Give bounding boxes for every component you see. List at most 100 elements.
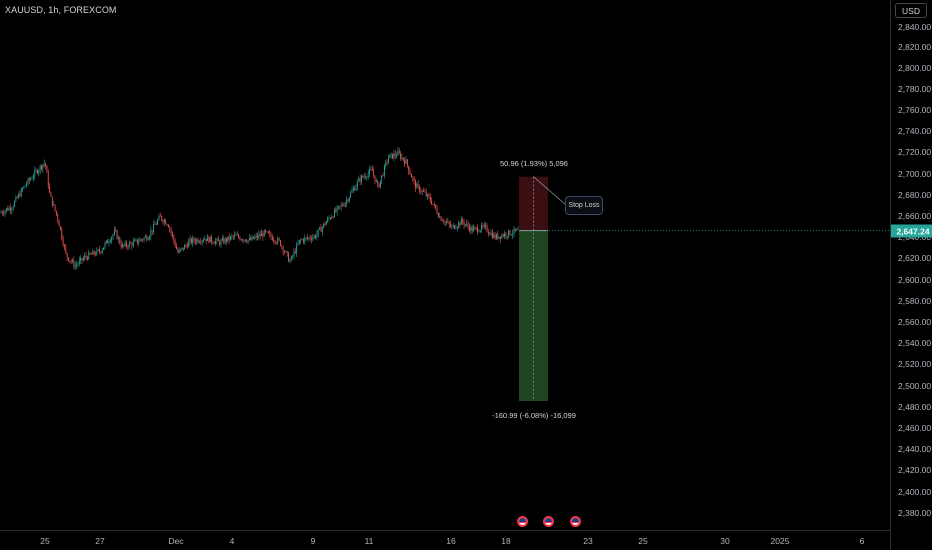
price-tick: 2,380.00 xyxy=(898,508,932,518)
candle-body xyxy=(142,239,144,241)
candle-body xyxy=(502,234,504,237)
candle-body xyxy=(282,246,284,252)
candle-body xyxy=(301,239,303,241)
candle-body xyxy=(262,233,264,237)
candle-body xyxy=(54,204,56,211)
candle-body xyxy=(340,204,342,207)
flag-event-icon[interactable] xyxy=(543,516,554,527)
candle-body xyxy=(269,233,271,234)
target-label: 50.96 (1.93%) 5,096 xyxy=(500,159,568,168)
candle-body xyxy=(366,177,368,179)
candle-body xyxy=(343,205,345,207)
candle-body xyxy=(439,216,441,218)
time-tick: 27 xyxy=(95,536,105,546)
candle-body xyxy=(82,258,84,261)
candle-body xyxy=(62,238,64,246)
candle-body xyxy=(53,204,55,206)
candle-body xyxy=(246,241,248,243)
candle-body xyxy=(150,230,152,237)
candle-body xyxy=(443,221,445,223)
candle-body xyxy=(383,165,385,176)
candle-body xyxy=(423,190,424,192)
time-tick: 4 xyxy=(229,536,235,546)
candle-body xyxy=(491,232,493,238)
candle-body xyxy=(113,230,115,235)
candle-body xyxy=(400,153,402,159)
candle-body xyxy=(224,238,226,243)
candle-body xyxy=(193,238,195,242)
candle-body xyxy=(344,202,346,206)
flag-event-icon[interactable] xyxy=(570,516,581,527)
chart-canvas[interactable]: XAUUSD, 1h, FOREXCOM 50.96 (1.93%) 5,096… xyxy=(0,0,890,530)
candle-body xyxy=(231,236,233,238)
candle-body xyxy=(190,238,192,243)
candle-body xyxy=(460,219,462,225)
candle-body xyxy=(501,234,503,239)
candle-body xyxy=(122,244,123,248)
candle-body xyxy=(97,249,99,251)
candle-body xyxy=(369,169,370,174)
candle-body xyxy=(450,224,451,227)
candle-body xyxy=(64,245,65,247)
symbol-title[interactable]: XAUUSD, 1h, FOREXCOM xyxy=(5,5,117,15)
currency-button[interactable]: USD xyxy=(895,3,927,18)
price-axis[interactable]: USD 2,840.00 2,820.00 2,800.00 2,780.00 … xyxy=(890,0,932,550)
candle-body xyxy=(482,225,484,227)
candle-body xyxy=(379,180,381,188)
time-axis[interactable]: 25 27 Dec 4 9 11 16 18 23 25 30 2025 6 xyxy=(0,530,890,550)
candle-body xyxy=(255,235,257,238)
candle-body xyxy=(89,252,91,255)
candle-body xyxy=(508,230,510,237)
candle-body xyxy=(421,190,423,192)
candle-body xyxy=(242,239,244,241)
candle-body xyxy=(10,207,11,211)
candle-body xyxy=(416,183,418,189)
candle-body xyxy=(307,237,308,239)
candle-body xyxy=(84,255,86,259)
stop-loss-callout[interactable]: Stop Loss xyxy=(565,196,603,215)
candle-body xyxy=(131,243,133,246)
candle-body xyxy=(458,222,460,227)
candle-body xyxy=(479,230,481,232)
candle-body xyxy=(513,228,515,234)
candle-body xyxy=(305,237,307,239)
price-tick: 2,400.00 xyxy=(898,487,932,497)
candle-body xyxy=(286,251,288,254)
time-tick: 9 xyxy=(310,536,316,546)
candle-body xyxy=(288,253,289,262)
candle-body xyxy=(408,165,410,172)
candle-body xyxy=(459,222,461,225)
candle-body xyxy=(409,171,411,175)
time-tick: 30 xyxy=(720,536,730,546)
candle-body xyxy=(382,175,384,177)
candle-body xyxy=(392,153,393,159)
candle-body xyxy=(201,240,203,243)
candle-body xyxy=(232,236,234,238)
candle-body xyxy=(397,150,399,156)
candle-body xyxy=(462,219,464,223)
candle-body xyxy=(500,236,501,239)
flag-event-icon[interactable] xyxy=(517,516,528,527)
candle-body xyxy=(157,220,159,225)
candle-body xyxy=(240,239,242,241)
candle-body xyxy=(188,241,190,248)
candle-body xyxy=(483,225,485,227)
candle-body xyxy=(116,230,118,240)
candle-body xyxy=(124,242,126,246)
candle-body xyxy=(186,245,188,248)
candle-body xyxy=(243,239,245,241)
candle-body xyxy=(404,160,406,164)
candle-body xyxy=(371,169,373,172)
candle-body xyxy=(389,154,391,159)
candle-body xyxy=(257,235,258,238)
candle-body xyxy=(390,153,392,155)
price-tick: 2,600.00 xyxy=(898,275,932,285)
candle-body xyxy=(199,242,200,243)
candle-body xyxy=(99,249,100,252)
candle-body xyxy=(378,183,380,188)
candle-body xyxy=(234,234,235,237)
candle-body xyxy=(204,238,206,241)
candle-body xyxy=(134,240,136,242)
candle-body xyxy=(471,226,473,232)
price-chart[interactable] xyxy=(0,0,890,530)
